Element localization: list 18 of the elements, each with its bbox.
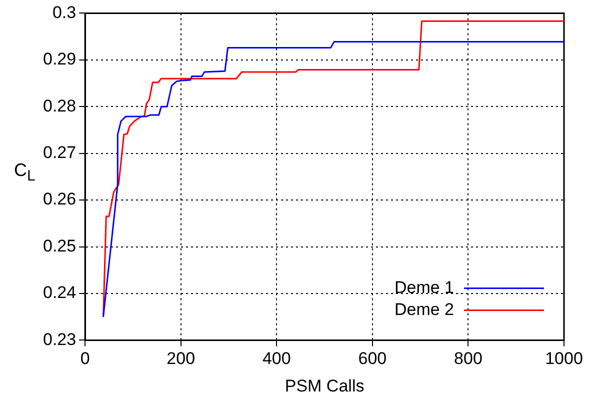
y-tick-label: 0.24	[42, 283, 76, 302]
y-tick-label: 0.27	[42, 143, 76, 162]
y-tick-label: 0.28	[42, 96, 76, 116]
legend-label: Deme 1	[394, 278, 454, 297]
y-tick-label: 0.29	[42, 50, 76, 69]
y-tick-label: 0.25	[42, 236, 76, 256]
y-tick-label: 0.23	[42, 330, 76, 349]
y-tick-label: 0.3	[52, 2, 76, 22]
legend-label: Deme 2	[394, 300, 454, 319]
x-tick-label: 0	[80, 349, 90, 368]
y-axis-title: C$_{L}$	[14, 160, 36, 185]
x-tick-label: 1000	[545, 349, 583, 368]
y-tick-label: 0.26	[42, 190, 76, 209]
x-axis-title: PSM Calls	[284, 376, 364, 396]
x-tick-label: 600	[358, 349, 387, 368]
x-tick-label: 400	[262, 349, 291, 368]
x-tick-label: 200	[166, 349, 196, 368]
x-tick-label: 800	[454, 349, 482, 368]
